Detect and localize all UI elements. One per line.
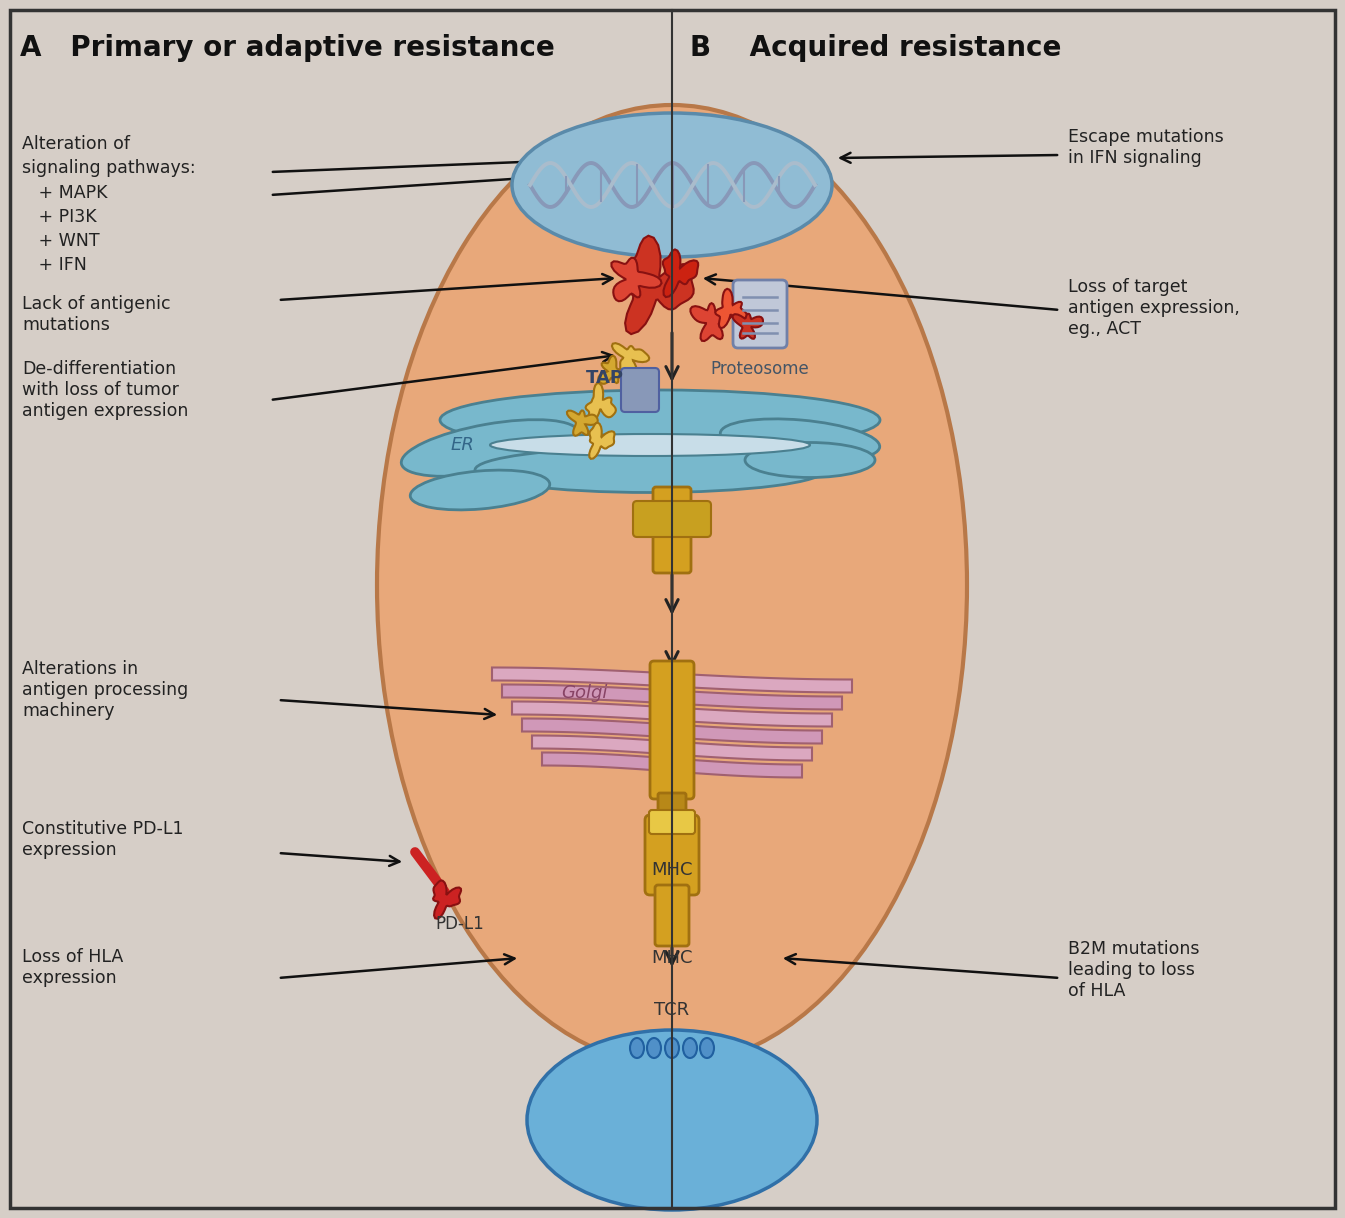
Polygon shape <box>433 881 461 918</box>
Polygon shape <box>492 667 851 693</box>
Ellipse shape <box>683 1038 697 1058</box>
Polygon shape <box>589 423 615 459</box>
Text: Proteosome: Proteosome <box>710 361 810 378</box>
Ellipse shape <box>629 1038 644 1058</box>
Polygon shape <box>625 236 694 334</box>
Ellipse shape <box>664 1038 679 1058</box>
Text: MHC: MHC <box>651 861 693 879</box>
Ellipse shape <box>647 1038 660 1058</box>
Text: Loss of HLA
expression: Loss of HLA expression <box>22 948 124 987</box>
FancyBboxPatch shape <box>621 368 659 412</box>
Ellipse shape <box>527 1030 816 1209</box>
Polygon shape <box>612 343 650 374</box>
Polygon shape <box>533 736 812 760</box>
Text: Golgi: Golgi <box>561 685 607 702</box>
Text: Escape mutations
in IFN signaling: Escape mutations in IFN signaling <box>1068 128 1224 167</box>
FancyBboxPatch shape <box>655 885 689 946</box>
Text: TAP: TAP <box>586 369 624 387</box>
Polygon shape <box>690 303 734 341</box>
Text: B    Acquired resistance: B Acquired resistance <box>690 34 1061 62</box>
Ellipse shape <box>410 470 550 510</box>
Polygon shape <box>599 356 629 384</box>
FancyBboxPatch shape <box>733 280 787 348</box>
Text: De-differentiation
with loss of tumor
antigen expression: De-differentiation with loss of tumor an… <box>22 361 188 419</box>
FancyBboxPatch shape <box>650 661 694 799</box>
Ellipse shape <box>401 420 578 476</box>
Polygon shape <box>522 719 822 743</box>
Polygon shape <box>502 685 842 710</box>
Polygon shape <box>512 702 833 726</box>
Ellipse shape <box>512 113 833 257</box>
Polygon shape <box>716 289 746 328</box>
Text: B2M mutations
leading to loss
of HLA: B2M mutations leading to loss of HLA <box>1068 940 1200 1000</box>
Ellipse shape <box>745 442 876 477</box>
Text: ER: ER <box>451 436 473 454</box>
FancyBboxPatch shape <box>650 810 695 834</box>
Text: Lack of antigenic
mutations: Lack of antigenic mutations <box>22 295 171 334</box>
Text: PD-L1: PD-L1 <box>436 915 484 933</box>
Text: TCR: TCR <box>655 1001 690 1019</box>
Ellipse shape <box>721 419 880 462</box>
Text: Alterations in
antigen processing
machinery: Alterations in antigen processing machin… <box>22 660 188 720</box>
Text: Alteration of
signaling pathways:
   + MAPK
   + PI3K
   + WNT
   + IFN: Alteration of signaling pathways: + MAPK… <box>22 135 195 274</box>
Polygon shape <box>568 410 597 436</box>
FancyBboxPatch shape <box>654 487 691 572</box>
Text: Loss of target
antigen expression,
eg., ACT: Loss of target antigen expression, eg., … <box>1068 278 1240 337</box>
FancyBboxPatch shape <box>633 501 712 537</box>
Polygon shape <box>542 753 802 777</box>
Polygon shape <box>663 250 698 297</box>
Ellipse shape <box>490 434 810 456</box>
Polygon shape <box>612 258 662 301</box>
Ellipse shape <box>475 447 824 492</box>
FancyBboxPatch shape <box>646 815 699 895</box>
Ellipse shape <box>377 105 967 1065</box>
Ellipse shape <box>440 390 880 449</box>
Text: Constitutive PD-L1
expression: Constitutive PD-L1 expression <box>22 820 183 859</box>
Polygon shape <box>585 384 616 423</box>
Text: MHC: MHC <box>651 949 693 967</box>
FancyBboxPatch shape <box>658 793 686 822</box>
Text: A   Primary or adaptive resistance: A Primary or adaptive resistance <box>20 34 554 62</box>
Ellipse shape <box>699 1038 714 1058</box>
Polygon shape <box>733 314 763 339</box>
